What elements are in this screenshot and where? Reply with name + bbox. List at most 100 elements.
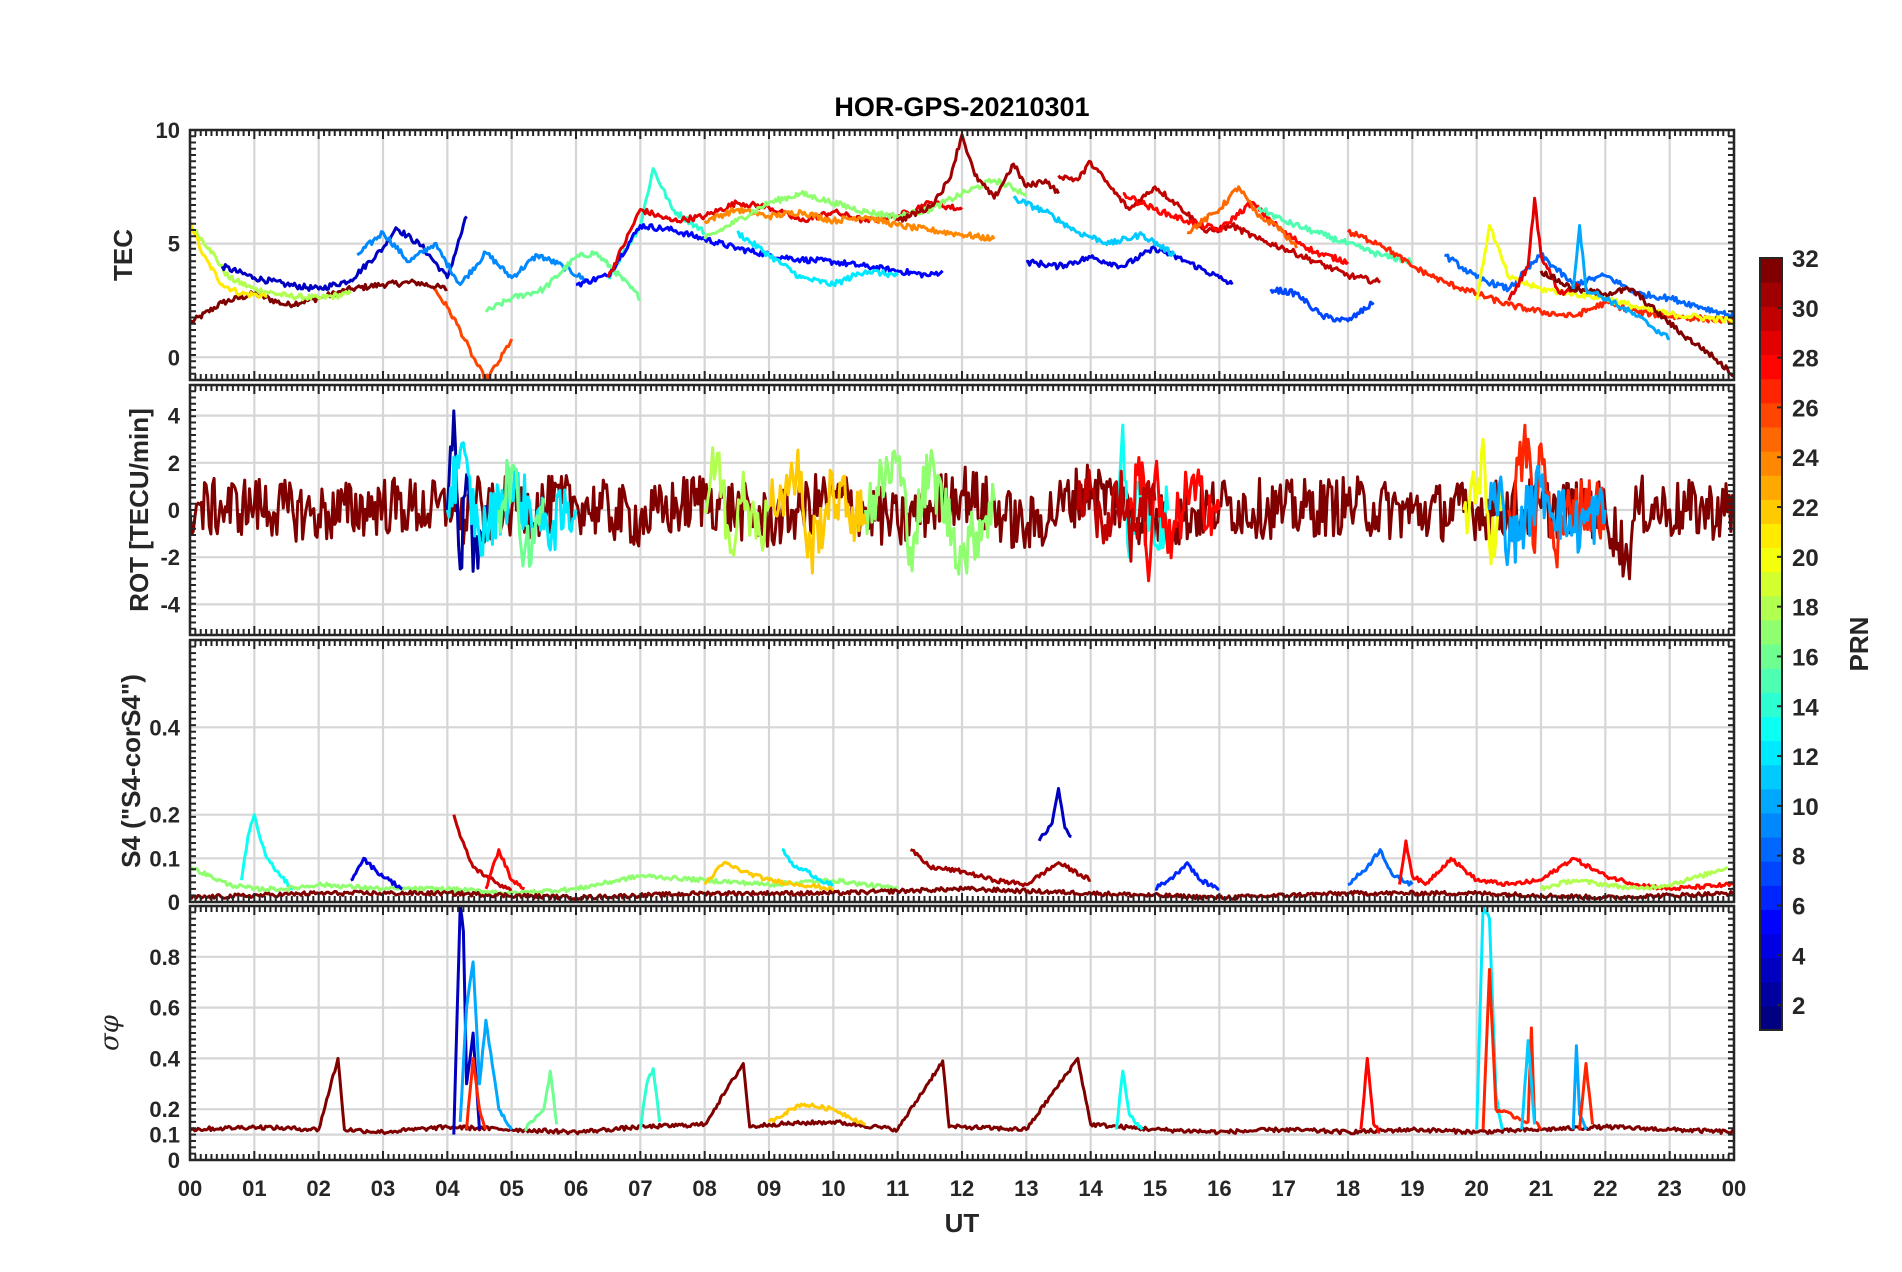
x-tick-label: 04	[435, 1176, 460, 1201]
colorbar-segment	[1760, 378, 1782, 404]
series-prn-17	[703, 177, 1028, 240]
y-tick-label: 0.2	[149, 1097, 180, 1122]
x-tick-label: 17	[1271, 1176, 1295, 1201]
colorbar-tick-label: 10	[1792, 794, 1819, 821]
x-tick-label: 10	[821, 1176, 845, 1201]
series-prn-10	[458, 960, 514, 1131]
series-prn-12	[736, 230, 899, 288]
series-prn-22	[768, 448, 867, 575]
colorbar-segment	[1760, 740, 1782, 766]
series-prn-28	[484, 848, 526, 891]
colorbar-segment	[1760, 812, 1782, 838]
colorbar-tick-label: 26	[1792, 395, 1819, 422]
series-prn-22	[703, 860, 835, 892]
y-tick-label: 0	[168, 1148, 180, 1173]
colorbar-segment	[1760, 523, 1782, 549]
series-prn-12	[781, 848, 834, 887]
y-axis-label-s4: S4 ("S4-corS4")	[116, 674, 146, 868]
x-tick-label: 13	[1014, 1176, 1038, 1201]
y-tick-label: -2	[160, 545, 180, 570]
x-tick-label: 06	[564, 1176, 588, 1201]
x-tick-label: 11	[886, 1176, 909, 1201]
series-prn-11	[1012, 195, 1176, 257]
series-prn-7	[1269, 286, 1375, 323]
series-prn-20	[1462, 437, 1504, 566]
colorbar-tick-label: 8	[1792, 844, 1805, 871]
colorbar-tick-label: 24	[1792, 445, 1819, 472]
x-tick-label: 08	[692, 1176, 716, 1201]
series-group-sigphi	[190, 906, 1734, 1136]
panel-rot: -4 -2 0 2 4 ROT [TECU/min]	[124, 383, 1736, 637]
colorbar-segment	[1760, 861, 1782, 886]
chart-title: HOR-GPS-20210301	[834, 92, 1089, 122]
colorbar-segment	[1760, 837, 1782, 862]
y-tick-label: 0	[168, 498, 180, 523]
x-tick-label: 05	[499, 1176, 523, 1201]
colorbar-tick-label: 22	[1792, 495, 1819, 522]
colorbar-segment	[1760, 258, 1782, 283]
colorbar-segment	[1760, 354, 1782, 380]
series-prn-4	[1025, 245, 1234, 286]
colorbar-segment	[1760, 909, 1782, 935]
series-prn-29	[1507, 196, 1581, 302]
y-tick-label: -4	[160, 592, 180, 617]
colorbar-segment	[1760, 1005, 1782, 1031]
series-prn-3	[220, 215, 468, 292]
series-prn-27	[1507, 423, 1607, 569]
colorbar-tick-label: 6	[1792, 893, 1805, 920]
x-tick-label: 12	[950, 1176, 974, 1201]
colorbar-segment	[1760, 475, 1782, 500]
colorbar-segment	[1760, 451, 1782, 476]
colorbar-tick-label: 2	[1792, 993, 1805, 1020]
series-prn-14	[607, 167, 706, 280]
series-prn-24	[703, 206, 996, 242]
series-prn-8	[1444, 252, 1734, 320]
colorbar-frame	[1759, 257, 1783, 1031]
series-prn-14	[638, 1067, 662, 1130]
colorbar-tick-label: 32	[1792, 246, 1819, 273]
colorbar-segment	[1760, 306, 1782, 331]
colorbar-segment	[1760, 547, 1782, 573]
series-prn-5	[575, 223, 944, 288]
colorbar-tick-label: 14	[1792, 694, 1819, 721]
colorbar-segment	[1760, 933, 1782, 959]
colorbar-segment	[1760, 571, 1782, 597]
x-tick-label: 09	[757, 1176, 781, 1201]
series-prn-11	[1520, 1039, 1537, 1130]
colorbar-segment	[1760, 426, 1782, 452]
colorbar-tick-label: 16	[1792, 644, 1819, 671]
colorbar-segment	[1760, 644, 1782, 669]
colorbar-segment	[1760, 885, 1782, 910]
colorbar-segment	[1760, 402, 1782, 428]
series-prn-12	[1475, 906, 1504, 1130]
x-tick-label: 22	[1593, 1176, 1617, 1201]
y-tick-label: 2	[168, 451, 180, 476]
series-prn-25	[1186, 185, 1298, 249]
y-axis-label-sigphi: σφ	[95, 1014, 125, 1051]
series-prn-31	[896, 133, 1060, 223]
x-tick-label: 07	[628, 1176, 652, 1201]
x-tick-label: 02	[306, 1176, 330, 1201]
colorbar-segment	[1760, 619, 1782, 645]
colorbar-segment	[1760, 499, 1782, 524]
x-axis-label: UT	[945, 1208, 980, 1238]
y-tick-label: 0.8	[149, 945, 180, 970]
colorbar-segment	[1760, 595, 1782, 621]
series-prn-32	[1539, 270, 1734, 378]
y-tick-label: 0.6	[149, 996, 180, 1021]
series-prn-13	[240, 813, 293, 891]
series-prn-30	[1076, 468, 1157, 563]
panel-sigphi: 00.10.2 0.4 0.6 0.8 σφ	[95, 904, 1736, 1173]
x-tick-label: 23	[1657, 1176, 1681, 1201]
series-prn-18	[1539, 865, 1729, 891]
y-tick-label: 0.1	[149, 1123, 180, 1148]
x-tick-labels: 00 01 02 03 04 05 06 07 08 09 10 11 12 13 14 15 16 17 18 19…	[178, 1176, 1746, 1201]
series-prn-6	[1154, 861, 1220, 891]
series-prn-21	[190, 220, 268, 299]
series-prn-10	[1488, 464, 1607, 567]
panel-s4: 0 0.1 0.2 0.4S4 ("S4-corS4")	[116, 638, 1736, 915]
colorbar-tick-label: 30	[1792, 296, 1819, 323]
x-tick-label: 14	[1078, 1176, 1103, 1201]
